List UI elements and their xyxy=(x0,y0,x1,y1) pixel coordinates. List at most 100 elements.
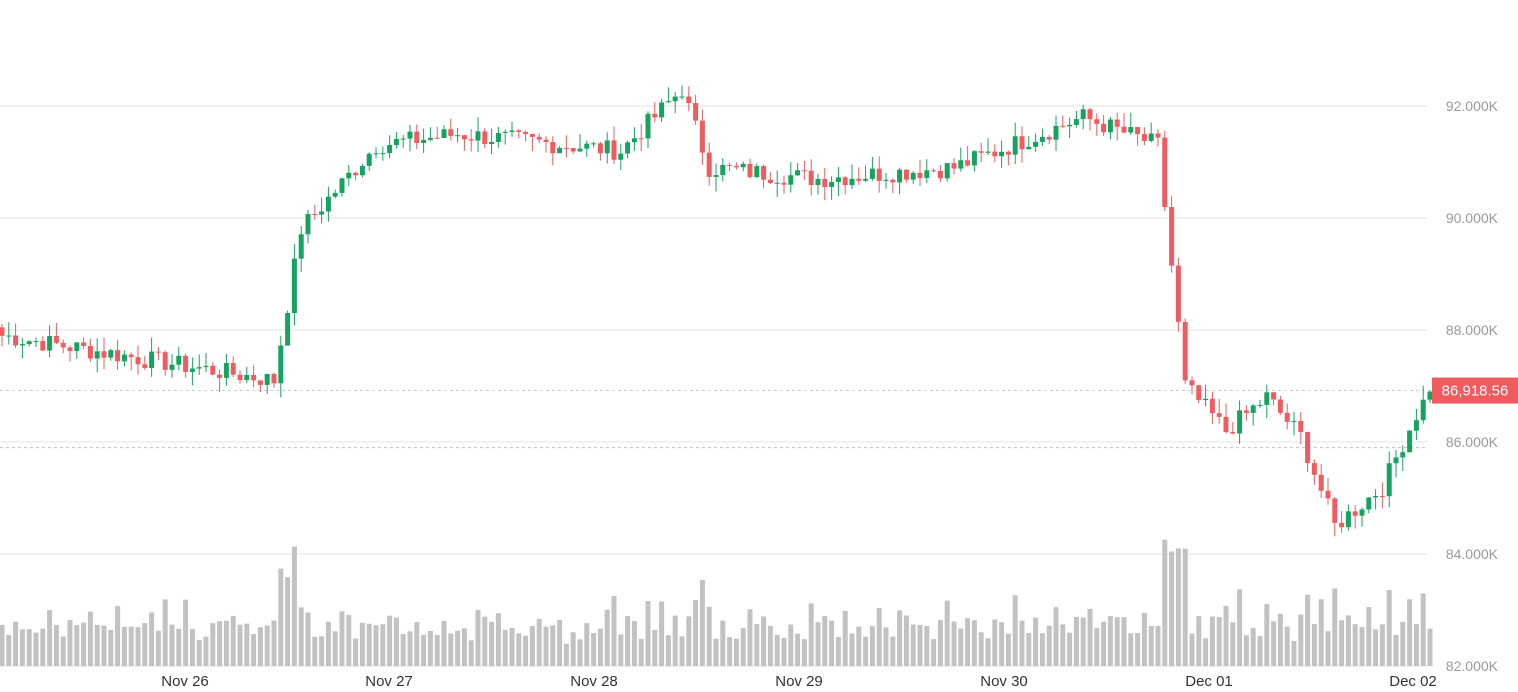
volume-bar xyxy=(1060,624,1066,666)
candle-body xyxy=(1257,404,1263,406)
candle-body xyxy=(890,179,896,183)
volume-bar xyxy=(754,623,760,666)
volume-bar xyxy=(1046,625,1052,666)
volume-bar xyxy=(414,622,420,666)
candle-body xyxy=(359,165,365,176)
volume-bar xyxy=(149,612,155,666)
candle-body xyxy=(1291,421,1297,423)
volume-bar xyxy=(176,628,182,666)
volume-bar xyxy=(944,600,950,666)
candle-body xyxy=(543,139,549,143)
volume-bar xyxy=(910,624,916,666)
candle-body xyxy=(1298,421,1304,433)
candle-body xyxy=(264,373,270,385)
candle-body xyxy=(1135,127,1141,135)
candles xyxy=(0,85,1433,537)
volume-bar xyxy=(6,634,12,666)
candle-body xyxy=(883,179,889,181)
volume-bar xyxy=(971,620,977,666)
candle-body xyxy=(1182,321,1188,381)
candle-body xyxy=(448,129,454,136)
volume-bar xyxy=(951,621,957,666)
volume-bar xyxy=(346,614,352,666)
volume-bar xyxy=(237,624,243,666)
candle-body xyxy=(992,151,998,157)
volume-bar xyxy=(992,619,998,666)
candle-body xyxy=(217,374,223,378)
candle-body xyxy=(223,363,229,378)
candle-body xyxy=(325,196,331,212)
volume-bar xyxy=(1366,607,1372,666)
volume-bar xyxy=(584,623,590,666)
volume-bar xyxy=(720,620,726,666)
candle-body xyxy=(1067,124,1073,127)
candle-body xyxy=(754,166,760,178)
volume-bar xyxy=(1033,617,1039,666)
candle-body xyxy=(1271,392,1277,400)
volume-bar xyxy=(298,607,304,666)
candle-body xyxy=(665,101,671,103)
volume-bar xyxy=(1379,624,1385,666)
candle-body xyxy=(856,178,862,181)
candle-body xyxy=(244,374,250,381)
candle-body xyxy=(1005,151,1011,155)
volume-bar xyxy=(230,615,236,666)
volume-bar xyxy=(461,628,467,666)
volume-bar xyxy=(883,627,889,666)
candle-body xyxy=(183,355,189,372)
candle-body xyxy=(33,341,39,343)
candle-body xyxy=(0,327,5,336)
candle-body xyxy=(1393,457,1399,464)
volume-bar xyxy=(1223,605,1229,666)
candle-body xyxy=(917,172,923,179)
volume-bar xyxy=(278,568,284,666)
candle-body xyxy=(1339,522,1345,528)
candle-body xyxy=(727,164,733,166)
volume-bar xyxy=(87,611,93,666)
volume-bar xyxy=(1257,635,1263,666)
candle-body xyxy=(1386,463,1392,497)
candle-body xyxy=(618,153,624,160)
candle-body xyxy=(672,96,678,102)
candle-body xyxy=(801,170,807,172)
volume-bar xyxy=(774,634,780,666)
volume-bar xyxy=(421,634,427,666)
candle-body xyxy=(523,131,529,134)
candle-body xyxy=(155,351,161,353)
volume-bar xyxy=(108,629,114,666)
candle-body xyxy=(1379,496,1385,498)
candle-body xyxy=(285,313,291,346)
volume-bar xyxy=(679,636,685,666)
candle-body xyxy=(60,342,66,348)
volume-bar xyxy=(665,635,671,666)
candle-body xyxy=(679,96,685,98)
volume-bar xyxy=(652,630,658,666)
volume-bar xyxy=(625,616,631,666)
volume-bar xyxy=(339,611,345,666)
volume-bar xyxy=(489,621,495,666)
candle-body xyxy=(829,182,835,188)
candle-body xyxy=(407,131,413,139)
candle-body xyxy=(1148,133,1154,141)
candle-body xyxy=(937,170,943,179)
candle-body xyxy=(298,234,304,259)
candle-body xyxy=(910,172,916,180)
candle-body xyxy=(903,169,909,180)
candle-body xyxy=(849,178,855,186)
candle-body xyxy=(897,169,903,183)
candle-body xyxy=(332,192,338,197)
candle-body xyxy=(686,96,692,104)
volume-bar xyxy=(196,639,202,666)
candle-body xyxy=(822,178,828,188)
y-tick-label: 90.000K xyxy=(1446,210,1499,226)
candle-body xyxy=(1128,127,1134,133)
volume-bar xyxy=(1284,626,1290,666)
candle-body xyxy=(135,357,141,365)
candle-body xyxy=(427,137,433,140)
candle-body xyxy=(353,172,359,176)
candle-body xyxy=(108,350,114,358)
candle-body xyxy=(81,342,87,346)
candle-body xyxy=(931,170,937,172)
volume-bar xyxy=(407,631,413,666)
